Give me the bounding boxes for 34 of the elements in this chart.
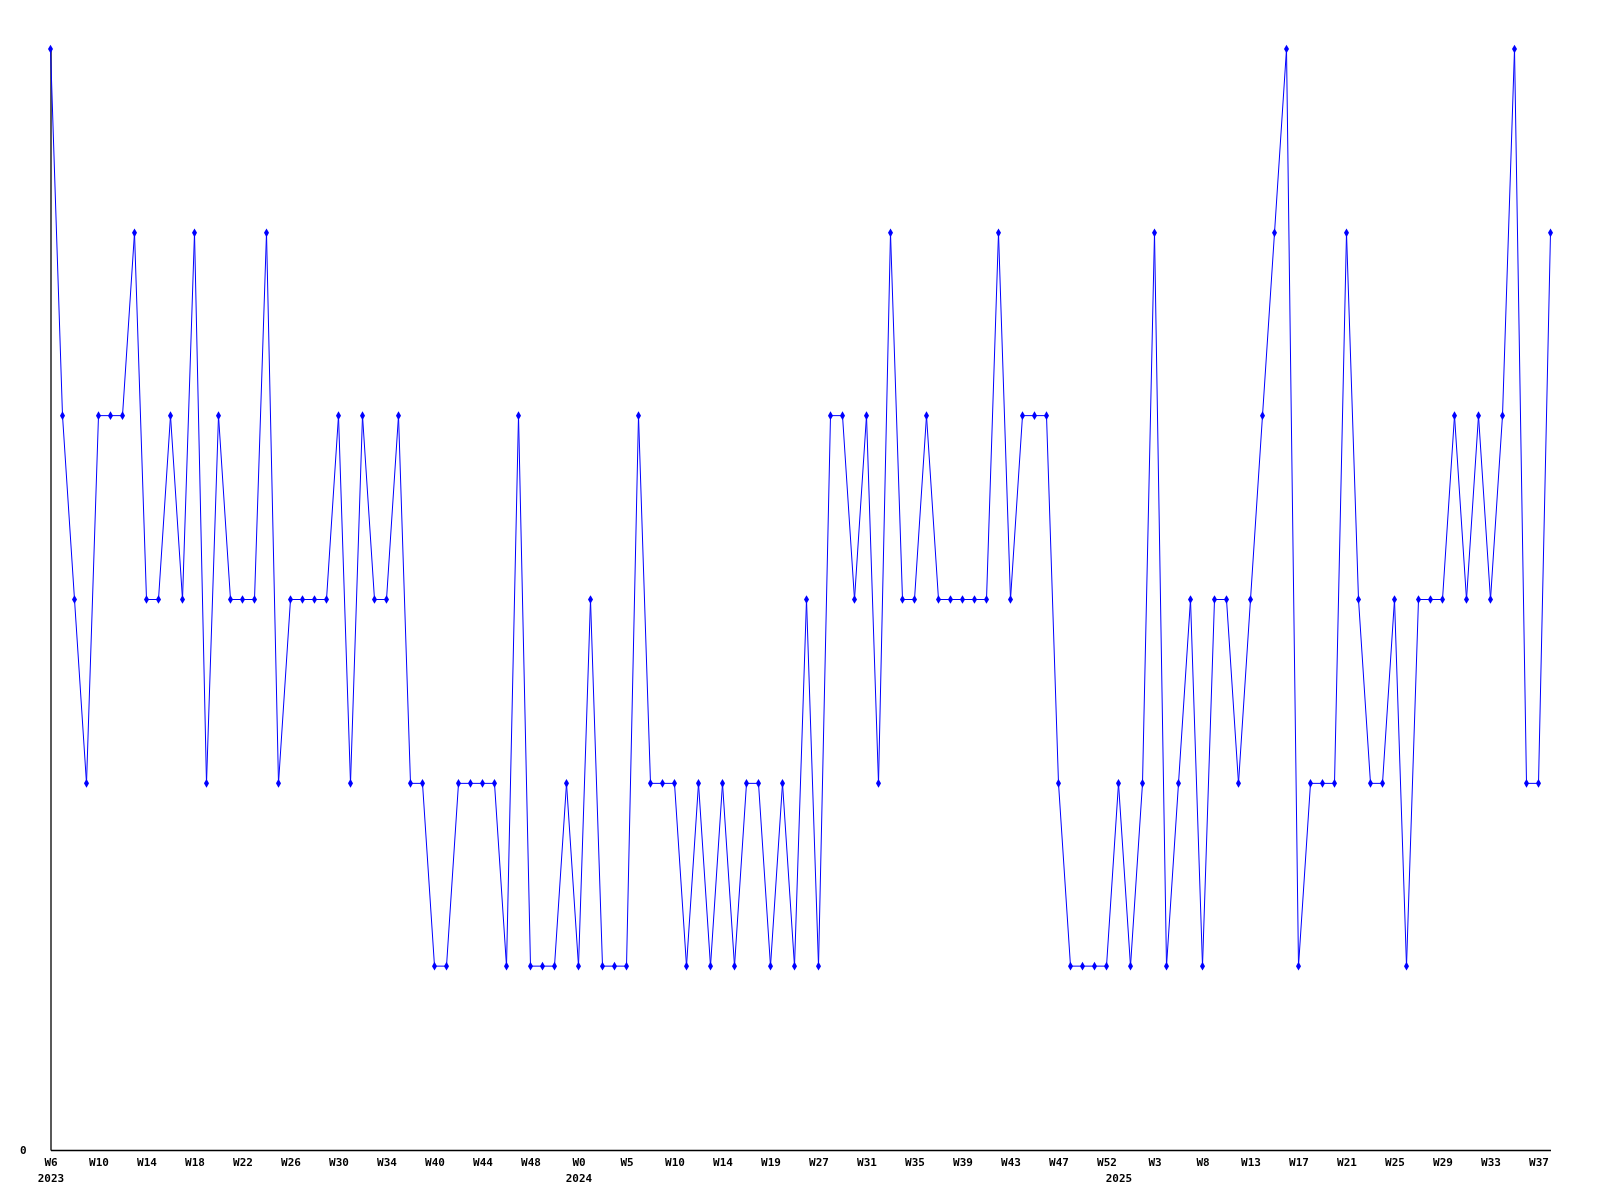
x-tick-label: W21 xyxy=(1337,1156,1358,1169)
x-tick-label: W40 xyxy=(425,1156,445,1169)
x-tick-label: W3 xyxy=(1148,1156,1162,1169)
x-tick-label: W5 xyxy=(620,1156,634,1169)
x-tick-label: W31 xyxy=(857,1156,878,1169)
x-tick-label: W13 xyxy=(1241,1156,1261,1169)
x-tick-label: W17 xyxy=(1289,1156,1309,1169)
x-tick-label: W8 xyxy=(1196,1156,1210,1169)
text: 0 xyxy=(19,1143,27,1157)
x-tick-label: W34 xyxy=(377,1156,398,1169)
x-tick-label: W14 xyxy=(713,1156,734,1169)
x-tick-label: 2025 xyxy=(1105,1171,1133,1185)
x-tick-label: W37 xyxy=(1529,1156,1549,1169)
x-tick-label: W10 xyxy=(89,1156,109,1169)
x-tick-label: W19 xyxy=(761,1156,781,1169)
x-tick-label: W10 xyxy=(665,1156,685,1169)
x-tick-label: W43 xyxy=(1001,1156,1021,1169)
x-tick-label: W48 xyxy=(521,1156,541,1169)
x-tick-label: W25 xyxy=(1385,1156,1405,1169)
x-tick-label: W26 xyxy=(281,1156,302,1169)
x-tick-label: W47 xyxy=(1049,1156,1069,1169)
x-tick-label: W27 xyxy=(809,1156,829,1169)
x-tick-label: W39 xyxy=(953,1156,973,1169)
x-tick-label: W52 xyxy=(1097,1156,1117,1169)
x-tick-label: W18 xyxy=(185,1156,205,1169)
x-tick-label: W0 2024 xyxy=(565,1156,593,1185)
x-tick-label: W14 xyxy=(137,1156,158,1169)
x-tick-label: W35 xyxy=(905,1156,925,1169)
x-tick-label: W29 xyxy=(1433,1156,1453,1169)
x-tick-label: W6 2023 xyxy=(37,1156,65,1185)
x-tick-label: W33 xyxy=(1481,1156,1501,1169)
x-tick-label: W44 xyxy=(473,1156,494,1169)
x-tick-label: W22 xyxy=(233,1156,253,1169)
x-tick-label: W30 xyxy=(329,1156,349,1169)
